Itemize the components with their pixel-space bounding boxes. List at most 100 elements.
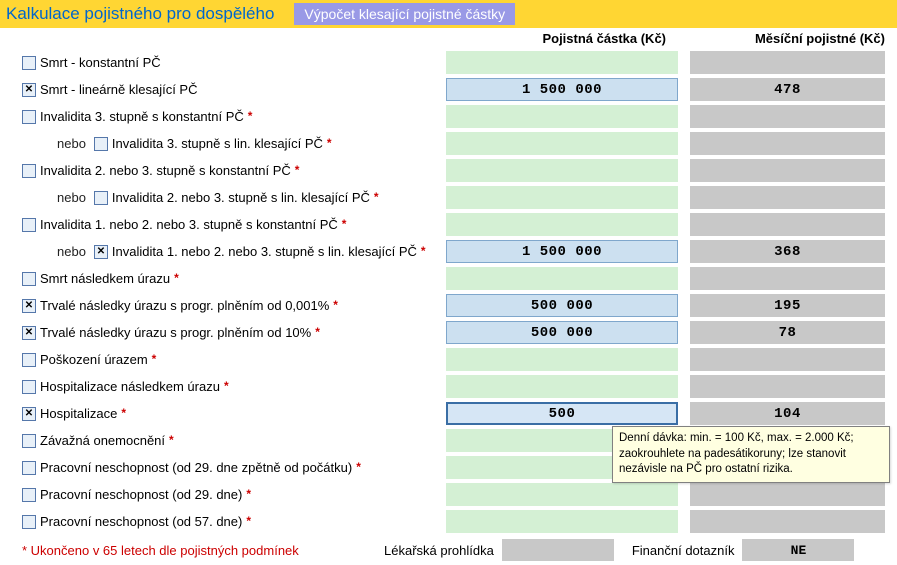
coverage-row: neboInvalidita 1. nebo 2. nebo 3. stupně… xyxy=(0,238,897,265)
premium-cell: 368 xyxy=(690,240,885,263)
col-header-premium: Měsíční pojistné (Kč) xyxy=(678,31,893,46)
amount-cell xyxy=(446,213,678,236)
premium-cell xyxy=(690,213,885,236)
coverage-row: Smrt - lineárně klesající PČ 1 500 000 478 xyxy=(0,76,897,103)
footer-note: * Ukončeno v 65 letech dle pojistných po… xyxy=(22,543,384,558)
coverage-label: Smrt následkem úrazu xyxy=(40,271,170,286)
amount-cell xyxy=(446,267,678,290)
coverage-row: Invalidita 3. stupně s konstantní PČ* xyxy=(0,103,897,130)
coverage-row: neboInvalidita 2. nebo 3. stupně s lin. … xyxy=(0,184,897,211)
premium-cell xyxy=(690,483,885,506)
coverage-row: Pracovní neschopnost (od 29. dne)* xyxy=(0,481,897,508)
premium-cell: 478 xyxy=(690,78,885,101)
coverage-label: Invalidita 3. stupně s lin. klesající PČ xyxy=(112,136,323,151)
amount-cell[interactable]: 500 xyxy=(446,402,678,425)
premium-cell xyxy=(690,375,885,398)
coverage-row: Poškození úrazem * xyxy=(0,346,897,373)
coverage-checkbox[interactable] xyxy=(94,137,108,151)
premium-cell xyxy=(690,348,885,371)
amount-cell[interactable]: 1 500 000 xyxy=(446,78,678,101)
premium-cell xyxy=(690,186,885,209)
amount-cell[interactable]: 1 500 000 xyxy=(446,240,678,263)
asterisk-icon: * xyxy=(356,460,361,474)
coverage-checkbox[interactable] xyxy=(22,461,36,475)
coverage-label: Hospitalizace xyxy=(40,406,117,421)
premium-cell: 195 xyxy=(690,294,885,317)
coverage-checkbox[interactable] xyxy=(22,164,36,178)
tooltip-text: Denní dávka: min. = 100 Kč, max. = 2.000… xyxy=(619,432,854,475)
asterisk-icon: * xyxy=(152,352,157,366)
asterisk-icon: * xyxy=(246,514,251,528)
coverage-checkbox[interactable] xyxy=(22,83,36,97)
premium-cell: 104 xyxy=(690,402,885,425)
coverage-label: Pracovní neschopnost (od 29. dne zpětně … xyxy=(40,460,352,475)
coverage-checkbox[interactable] xyxy=(22,488,36,502)
coverage-checkbox[interactable] xyxy=(94,245,108,259)
coverage-label: Poškození úrazem xyxy=(40,352,148,367)
coverage-row: Smrt následkem úrazu * xyxy=(0,265,897,292)
asterisk-icon: * xyxy=(174,271,179,285)
amount-cell[interactable]: 500 000 xyxy=(446,321,678,344)
coverage-label: Invalidita 2. nebo 3. stupně s konstantn… xyxy=(40,163,291,178)
calc-decreasing-button[interactable]: Výpočet klesající pojistné částky xyxy=(294,3,515,25)
coverage-label: Smrt - konstantní PČ xyxy=(40,55,161,70)
coverage-row: Hospitalizace následkem úrazu * xyxy=(0,373,897,400)
coverage-checkbox[interactable] xyxy=(94,191,108,205)
medical-exam-label: Lékařská prohlídka xyxy=(384,543,494,558)
asterisk-icon: * xyxy=(342,217,347,231)
asterisk-icon: * xyxy=(224,379,229,393)
coverage-label: Závažná onemocnění xyxy=(40,433,165,448)
amount-cell xyxy=(446,483,678,506)
coverage-row: neboInvalidita 3. stupně s lin. klesajíc… xyxy=(0,130,897,157)
financial-questionnaire-value: NE xyxy=(742,539,854,561)
financial-questionnaire-label: Finanční dotazník xyxy=(632,543,735,558)
coverage-checkbox[interactable] xyxy=(22,218,36,232)
amount-cell xyxy=(446,105,678,128)
amount-cell xyxy=(446,186,678,209)
coverage-checkbox[interactable] xyxy=(22,515,36,529)
coverage-row: Trvalé následky úrazu s progr. plněním o… xyxy=(0,319,897,346)
coverage-checkbox[interactable] xyxy=(22,326,36,340)
coverage-label: Hospitalizace následkem úrazu xyxy=(40,379,220,394)
amount-cell xyxy=(446,510,678,533)
premium-cell: 78 xyxy=(690,321,885,344)
coverage-checkbox[interactable] xyxy=(22,299,36,313)
coverage-label: Trvalé následky úrazu s progr. plněním o… xyxy=(40,298,329,313)
coverage-checkbox[interactable] xyxy=(22,272,36,286)
premium-cell xyxy=(690,105,885,128)
page-title: Kalkulace pojistného pro dospělého xyxy=(6,4,274,24)
amount-cell[interactable]: 500 000 xyxy=(446,294,678,317)
asterisk-icon: * xyxy=(333,298,338,312)
amount-cell xyxy=(446,51,678,74)
asterisk-icon: * xyxy=(315,325,320,339)
premium-cell xyxy=(690,510,885,533)
coverage-checkbox[interactable] xyxy=(22,434,36,448)
coverage-checkbox[interactable] xyxy=(22,407,36,421)
coverage-checkbox[interactable] xyxy=(22,380,36,394)
header-bar: Kalkulace pojistného pro dospělého Výpoč… xyxy=(0,0,897,28)
nebo-label: nebo xyxy=(57,190,86,205)
nebo-label: nebo xyxy=(57,244,86,259)
column-headers: Pojistná částka (Kč) Měsíční pojistné (K… xyxy=(0,28,897,49)
premium-cell xyxy=(690,132,885,155)
col-header-amount: Pojistná částka (Kč) xyxy=(446,31,678,46)
coverage-row: Smrt - konstantní PČ xyxy=(0,49,897,76)
coverage-label: Smrt - lineárně klesající PČ xyxy=(40,82,198,97)
coverage-row: Pracovní neschopnost (od 57. dne)* xyxy=(0,508,897,535)
premium-cell xyxy=(690,159,885,182)
asterisk-icon: * xyxy=(295,163,300,177)
asterisk-icon: * xyxy=(374,190,379,204)
coverage-label: Trvalé následky úrazu s progr. plněním o… xyxy=(40,325,311,340)
coverage-checkbox[interactable] xyxy=(22,353,36,367)
medical-exam-value xyxy=(502,539,614,561)
amount-cell xyxy=(446,132,678,155)
amount-cell xyxy=(446,159,678,182)
coverage-row: Invalidita 2. nebo 3. stupně s konstantn… xyxy=(0,157,897,184)
asterisk-icon: * xyxy=(121,406,126,420)
footer: * Ukončeno v 65 letech dle pojistných po… xyxy=(0,535,897,565)
coverage-checkbox[interactable] xyxy=(22,56,36,70)
amount-cell xyxy=(446,375,678,398)
coverage-checkbox[interactable] xyxy=(22,110,36,124)
coverage-label: Invalidita 1. nebo 2. nebo 3. stupně s k… xyxy=(40,217,338,232)
asterisk-icon: * xyxy=(169,433,174,447)
